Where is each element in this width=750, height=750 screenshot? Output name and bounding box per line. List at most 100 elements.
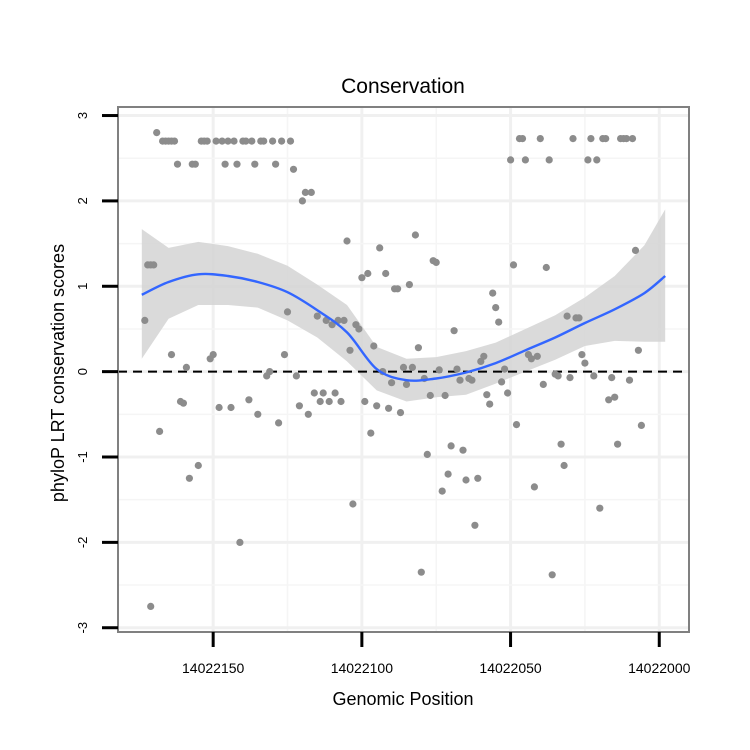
data-point bbox=[245, 396, 253, 404]
y-tick-label: -2 bbox=[75, 537, 90, 549]
data-point bbox=[313, 312, 321, 320]
x-axis: 14022150 14022100 14022050 14022000 bbox=[182, 632, 691, 676]
data-point bbox=[385, 404, 393, 412]
data-point bbox=[498, 378, 506, 386]
data-point bbox=[272, 160, 280, 168]
data-point bbox=[581, 359, 589, 367]
data-point bbox=[441, 391, 449, 400]
data-point bbox=[539, 380, 547, 388]
data-point bbox=[533, 352, 541, 360]
data-point bbox=[596, 504, 604, 512]
data-point bbox=[462, 476, 470, 484]
data-point bbox=[227, 403, 235, 412]
data-point bbox=[185, 474, 193, 482]
data-point bbox=[179, 399, 187, 407]
data-points bbox=[141, 129, 646, 611]
data-point bbox=[340, 316, 348, 324]
x-tick-label: 14022050 bbox=[479, 660, 542, 676]
data-point bbox=[355, 325, 363, 333]
y-tick-label: -3 bbox=[75, 622, 90, 634]
data-point bbox=[260, 137, 268, 145]
data-point bbox=[468, 376, 476, 384]
data-point bbox=[426, 391, 434, 400]
data-point bbox=[275, 419, 283, 427]
confidence-band-area bbox=[141, 209, 666, 402]
data-point bbox=[504, 389, 512, 397]
data-point bbox=[367, 429, 375, 437]
data-point bbox=[319, 389, 327, 397]
data-point bbox=[218, 137, 226, 145]
data-point bbox=[480, 352, 488, 360]
data-point bbox=[233, 160, 241, 168]
data-point bbox=[637, 421, 646, 429]
data-point bbox=[453, 365, 461, 373]
data-point bbox=[289, 165, 298, 173]
smooth-line bbox=[141, 272, 666, 382]
data-point bbox=[221, 160, 229, 168]
data-point bbox=[170, 137, 179, 145]
data-point bbox=[224, 137, 232, 145]
data-point bbox=[587, 135, 595, 143]
data-point bbox=[414, 344, 422, 352]
data-point bbox=[167, 351, 176, 359]
data-point bbox=[608, 374, 616, 382]
data-point bbox=[447, 442, 455, 450]
data-point bbox=[141, 316, 149, 324]
data-point bbox=[358, 274, 366, 282]
data-point bbox=[173, 160, 182, 168]
data-point bbox=[542, 263, 550, 272]
data-point bbox=[456, 376, 464, 384]
data-point bbox=[295, 402, 303, 410]
data-point bbox=[209, 351, 217, 359]
data-point bbox=[230, 137, 238, 145]
data-point bbox=[203, 137, 211, 145]
data-point bbox=[254, 410, 262, 418]
data-point bbox=[507, 156, 515, 164]
data-point bbox=[283, 308, 292, 316]
data-point bbox=[545, 156, 553, 164]
data-point bbox=[269, 137, 277, 145]
data-point bbox=[310, 389, 318, 397]
data-point bbox=[304, 410, 312, 418]
smooth-curve bbox=[141, 272, 666, 382]
confidence-band bbox=[141, 209, 666, 402]
data-point bbox=[518, 135, 527, 143]
data-point bbox=[408, 363, 416, 371]
data-point bbox=[286, 137, 295, 145]
data-point bbox=[483, 391, 491, 399]
data-point bbox=[584, 156, 592, 164]
data-point bbox=[191, 160, 199, 168]
data-point bbox=[530, 483, 539, 491]
data-point bbox=[536, 135, 544, 143]
data-point bbox=[450, 327, 458, 335]
data-point bbox=[394, 285, 402, 293]
plot-panel bbox=[117, 106, 690, 633]
data-point bbox=[343, 237, 351, 245]
data-point bbox=[316, 397, 324, 406]
data-point bbox=[590, 372, 598, 380]
data-point bbox=[432, 258, 440, 266]
data-point bbox=[611, 393, 619, 401]
data-point bbox=[307, 188, 315, 196]
data-point bbox=[405, 281, 413, 289]
data-point bbox=[593, 156, 601, 164]
chart-title: Conservation bbox=[341, 75, 465, 98]
data-point bbox=[474, 474, 482, 482]
data-point bbox=[602, 135, 610, 143]
data-point bbox=[402, 380, 411, 388]
data-point bbox=[298, 197, 306, 205]
x-axis-label: Genomic Position bbox=[332, 689, 473, 709]
data-point bbox=[417, 568, 425, 576]
data-point bbox=[471, 521, 479, 529]
y-tick-label: 2 bbox=[75, 197, 90, 204]
data-point bbox=[563, 312, 571, 320]
y-tick-label: -1 bbox=[75, 451, 90, 463]
data-point bbox=[501, 365, 509, 373]
data-point bbox=[337, 397, 345, 406]
data-point bbox=[364, 269, 372, 278]
x-tick-label: 14022000 bbox=[628, 660, 691, 676]
data-point bbox=[411, 231, 419, 239]
data-point bbox=[521, 156, 530, 164]
data-point bbox=[489, 289, 497, 297]
